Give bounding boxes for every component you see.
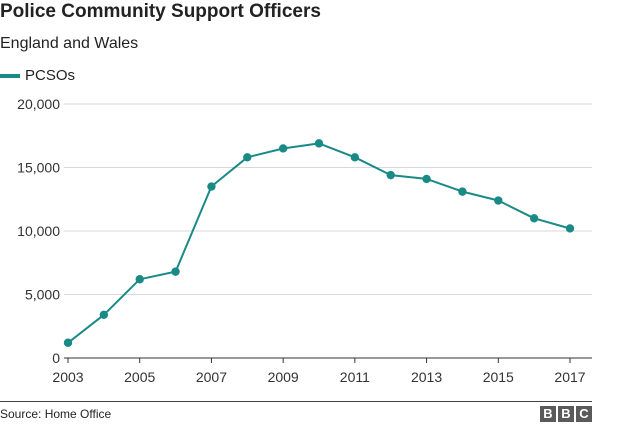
source-note: Source: Home Office: [0, 407, 112, 421]
y-tick-label: 0: [52, 350, 60, 366]
data-point: [386, 170, 395, 180]
x-tick-label: 2013: [411, 369, 442, 385]
legend-swatch: [0, 73, 20, 78]
x-tick-label: 2017: [554, 369, 585, 385]
data-point: [350, 153, 360, 162]
y-tick-label: 15,000: [17, 160, 60, 176]
x-tick-label: 2009: [268, 369, 299, 385]
data-point: [278, 144, 288, 153]
x-tick-label: 2003: [52, 369, 83, 385]
line-chart: 0 5,000 10,000 15,000 20,000 2003 2005 2007 2009…: [17, 96, 592, 385]
data-point: [63, 338, 73, 347]
data-point: [207, 182, 216, 191]
x-tick-label: 2011: [340, 369, 370, 385]
data-point: [422, 174, 431, 184]
logo-letter: B: [558, 406, 574, 422]
data-point: [243, 153, 252, 162]
y-tick-label: 10,000: [17, 223, 60, 239]
data-point: [171, 267, 180, 276]
data-point: [99, 310, 109, 320]
x-tick-label: 2005: [124, 369, 155, 385]
logo-letter: C: [576, 406, 592, 422]
logo-letter: B: [540, 406, 556, 422]
data-point: [494, 196, 503, 205]
data-point: [458, 187, 467, 196]
data-point: [135, 275, 144, 284]
data-point: [314, 139, 324, 148]
series-line: [67, 142, 571, 344]
y-tick-label: 20,000: [17, 96, 60, 112]
y-tick-label: 5,000: [25, 287, 60, 303]
bbc-logo: B B C: [540, 406, 592, 422]
x-tick-label: 2015: [483, 369, 514, 385]
data-point: [565, 224, 575, 233]
legend: PCSOs: [0, 67, 75, 84]
chart-title: Police Community Support Officers: [0, 1, 321, 22]
data-point: [529, 214, 539, 223]
footer-divider: [0, 401, 592, 402]
legend-label: PCSOs: [25, 67, 76, 84]
x-tick-label: 2007: [196, 369, 227, 385]
chart-subtitle: England and Wales: [0, 35, 139, 52]
